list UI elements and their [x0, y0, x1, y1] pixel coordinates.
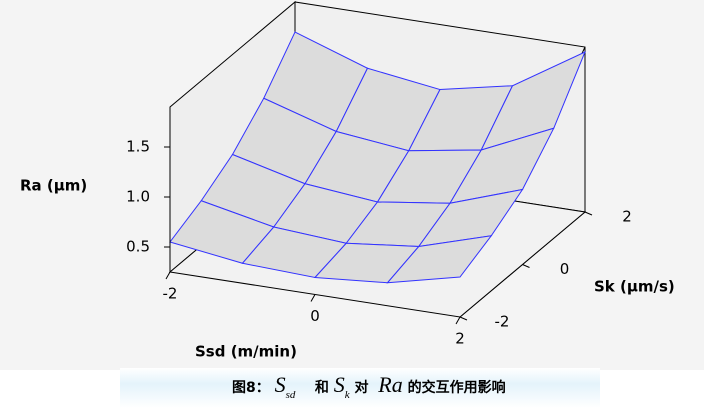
z-axis-label: Ra (µm) [20, 177, 87, 195]
x-tick-label: 0 [310, 307, 320, 325]
caption-subscript: sd [285, 389, 296, 401]
y-tick-label: 2 [622, 208, 632, 226]
caption-symbol: S [274, 372, 286, 397]
x-tick-label: 2 [455, 330, 465, 348]
y-axis-label: Sk (µm/s) [594, 278, 675, 296]
caption-symbol: Ra [378, 372, 403, 397]
x-tick-label: -2 [163, 285, 178, 303]
caption-subscript: k [344, 389, 350, 401]
caption-band [120, 368, 600, 408]
caption: 图8： Ssd 和 Sk 对 Ra 的交互作用影响 [232, 372, 506, 401]
y-tick [522, 264, 530, 268]
surface-cell [386, 235, 493, 284]
chart: Ra (µm) Ssd (m/min) Sk (µm/s) 0.5 1.0 1.5 -… [0, 0, 704, 370]
z-tick-label: 1.5 [126, 138, 150, 156]
caption-text: 对 [354, 380, 369, 396]
x-tick [165, 271, 171, 280]
x-tick [455, 316, 461, 325]
x-axis-label: Ssd (m/min) [195, 343, 297, 361]
y-tick-label: 0 [560, 260, 570, 278]
x-tick [310, 294, 316, 302]
caption-text: 的交互作用影响 [407, 380, 506, 396]
caption-text: 和 [314, 380, 329, 396]
y-tick-label: -2 [495, 313, 510, 331]
caption-symbol: S [333, 372, 345, 397]
y-tick [459, 316, 468, 321]
z-tick-label: 0.5 [126, 238, 150, 256]
caption-text: 图8： [232, 380, 270, 396]
z-tick-label: 1.0 [126, 188, 150, 206]
y-tick [584, 211, 593, 216]
